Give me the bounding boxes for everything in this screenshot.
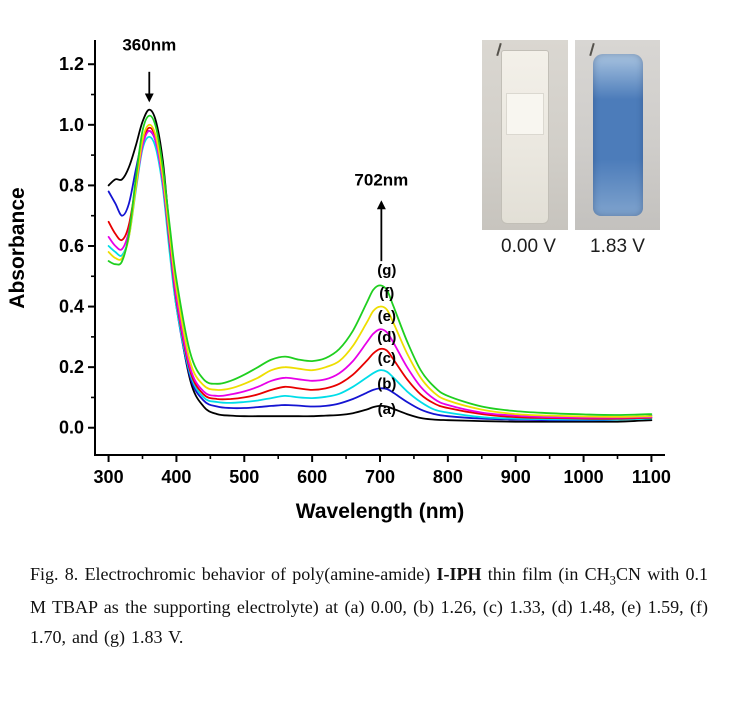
x-tick-label: 600 <box>297 467 327 487</box>
series-label-b: (b) <box>377 375 396 392</box>
x-tick-label: 1000 <box>564 467 604 487</box>
caption-polymer-name: I-IPH <box>436 564 482 584</box>
caption-subscript: 3 <box>609 573 616 588</box>
cuvette-blue <box>592 54 643 216</box>
annotation-label-peak-702: 702nm <box>354 170 408 189</box>
cuvette-clip-mark <box>589 42 595 57</box>
figure-8: 300 400 500 600 700 800 900 1000 1100 0.0 0.2 0.4 0.… <box>6 36 708 652</box>
cuvette-photo-colored <box>575 40 660 230</box>
spectra-chart: 300 400 500 600 700 800 900 1000 1100 0.0 0.2 0.4 0.… <box>6 36 671 523</box>
annotation-label-peak-360: 360nm <box>122 36 176 55</box>
x-tick-label: 900 <box>501 467 531 487</box>
cuvette-photo-neutral <box>482 40 568 230</box>
y-tick-label: 1.0 <box>59 115 84 135</box>
y-tick-label: 0.0 <box>59 418 84 438</box>
series-label-a: (a) <box>378 401 396 418</box>
photo-inset: 0.00 V 1.83 V <box>482 40 660 258</box>
spectrum-curve-c <box>107 136 653 421</box>
series-label-e: (e) <box>378 308 396 325</box>
annotations: 360nm 702nm <box>122 36 408 262</box>
axes: 300 400 500 600 700 800 900 1000 1100 0.0 0.2 0.4 0.… <box>59 40 671 487</box>
caption-text-1: Fig. 8. Electrochromic behavior of poly(… <box>30 564 437 584</box>
series-label-f: (f) <box>379 285 394 302</box>
voltage-label-left: 0.00 V <box>501 236 556 257</box>
caption-text-2: thin film (in CH <box>481 564 610 584</box>
y-tick-label: 0.8 <box>59 175 84 195</box>
spectrum-curve-e <box>107 129 653 419</box>
axis-lines <box>94 40 665 456</box>
y-tick-label: 0.4 <box>59 297 84 317</box>
x-tick-label: 800 <box>433 467 463 487</box>
figure-caption: Fig. 8. Electrochromic behavior of poly(… <box>30 559 708 652</box>
voltage-label-right: 1.83 V <box>590 236 645 257</box>
series-label-g: (g) <box>377 262 396 279</box>
y-axis-title: Absorbance <box>6 187 29 308</box>
y-tick-label: 1.2 <box>59 54 84 74</box>
series-label-d: (d) <box>377 329 396 346</box>
x-tick-label: 300 <box>94 467 124 487</box>
spectrum-curve-a <box>107 108 653 423</box>
caption-text-3: CN with 0.1 M TBAP as the supporting ele… <box>30 564 708 647</box>
y-tick-label: 0.6 <box>59 236 84 256</box>
spectrum-curve-f <box>107 123 653 418</box>
series-label-c: (c) <box>378 350 396 367</box>
x-tick-label: 700 <box>365 467 395 487</box>
spectrum-curve-g <box>107 114 653 416</box>
x-tick-label: 1100 <box>632 467 671 487</box>
x-tick-label: 500 <box>229 467 259 487</box>
polymer-film <box>506 93 544 135</box>
spectrum-curve-d <box>107 126 653 420</box>
spectra-curves <box>107 108 653 423</box>
cuvette-neutral <box>501 50 549 224</box>
series-labels: (a) (b) (c) (d) (e) (f) (g) <box>377 262 396 418</box>
x-axis-title: Wavelength (nm) <box>296 500 464 523</box>
x-tick-label: 400 <box>161 467 191 487</box>
cuvette-photos <box>482 40 660 230</box>
voltage-labels: 0.00 V 1.83 V <box>482 236 660 258</box>
y-tick-label: 0.2 <box>59 357 84 377</box>
